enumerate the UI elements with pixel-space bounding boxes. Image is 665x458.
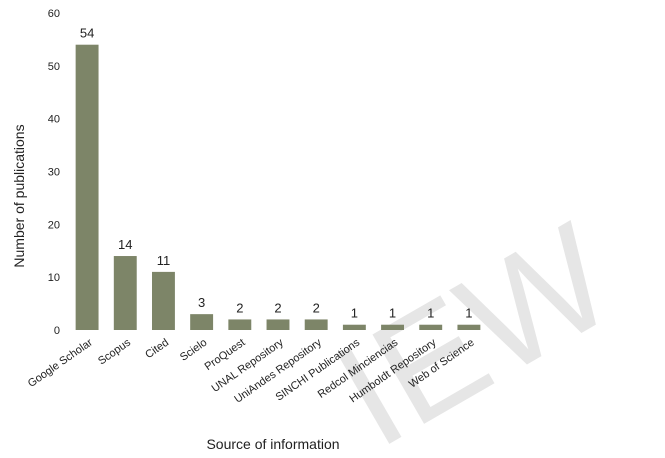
bar-value-label: 2 [274,300,281,315]
bar-value-label: 2 [313,300,320,315]
bar [419,324,443,330]
y-tick-label: 50 [48,61,60,73]
y-axis-ticks: 0 10 20 30 40 50 60 [48,8,60,337]
bar-value-label: 11 [157,253,171,268]
bar-value-label: 14 [118,237,132,252]
y-tick-label: 20 [48,219,60,231]
bar-value-label: 2 [236,300,243,315]
bar [342,324,366,330]
y-tick-label: 40 [48,114,60,126]
bar [75,44,99,330]
bar-value-label: 1 [465,306,472,321]
bar [381,324,404,330]
bar-value-label: 1 [389,306,396,321]
y-tick-label: 60 [48,8,60,20]
y-tick-label: 0 [54,325,60,337]
bar [228,319,252,330]
y-tick-label: 10 [48,272,60,284]
y-axis-title: Number of publications [11,124,27,267]
bar-value-label: 1 [351,306,358,321]
watermark: IEW [309,191,639,458]
bar [152,271,175,330]
bar [457,324,481,330]
x-tick-label: Cited [143,337,171,362]
x-axis-title: Source of information [206,436,339,452]
bar [190,314,214,330]
bars [75,44,481,330]
x-tick-label: Scopus [96,336,133,367]
bar [113,256,137,330]
bar-value-label: 3 [198,295,205,310]
y-tick-label: 30 [48,167,60,179]
bar-value-label: 54 [80,26,94,41]
bar [266,319,290,330]
x-tick-label: Google Scholar [26,336,95,390]
bar-value-label: 1 [427,306,434,321]
bar [304,319,328,330]
x-tick-label: Scielo [178,337,209,364]
